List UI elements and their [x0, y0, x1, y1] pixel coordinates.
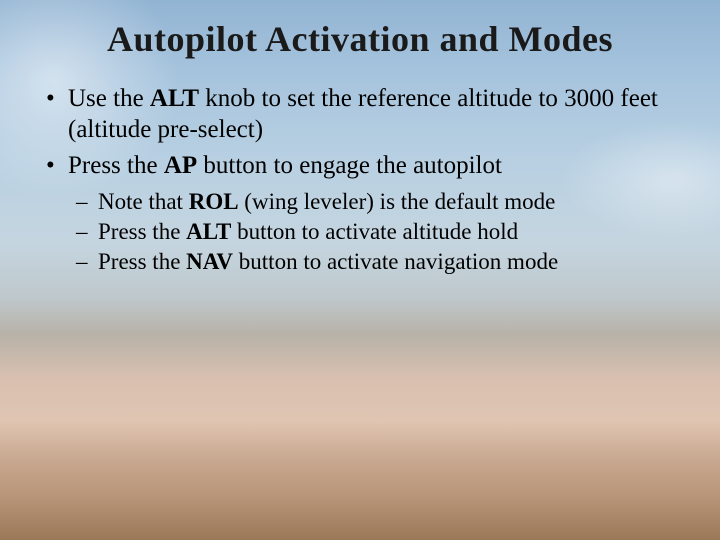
sub-bullet-item: Press the ALT button to activate altitud… [76, 218, 680, 246]
sub-text-rest: (wing leveler) is the default mode [239, 189, 556, 214]
sub-text-bold: ROL [189, 189, 239, 214]
sub-text-bold: NAV [186, 249, 233, 274]
sub-bullet-item: Note that ROL (wing leveler) is the defa… [76, 188, 680, 216]
sub-text-prefix: Note that [98, 189, 189, 214]
bullet-item: Press the AP button to engage the autopi… [40, 151, 680, 276]
bullet-text-prefix: Press the [68, 152, 164, 179]
sub-text-prefix: Press the [98, 249, 186, 274]
sub-bullet-item: Press the NAV button to activate navigat… [76, 248, 680, 276]
sub-bullet-list: Note that ROL (wing leveler) is the defa… [76, 188, 680, 276]
bullet-item: Use the ALT knob to set the reference al… [40, 84, 680, 145]
sub-text-rest: button to activate navigation mode [233, 249, 558, 274]
bullet-text-bold: AP [164, 152, 197, 179]
bullet-text-prefix: Use the [68, 85, 150, 112]
bullet-list: Use the ALT knob to set the reference al… [40, 84, 680, 276]
slide-title: Autopilot Activation and Modes [40, 18, 680, 60]
bullet-text-bold: ALT [150, 85, 199, 112]
sub-text-bold: ALT [186, 219, 231, 244]
sub-text-rest: button to activate altitude hold [231, 219, 518, 244]
slide-container: Autopilot Activation and Modes Use the A… [0, 0, 720, 540]
bullet-text-rest: button to engage the autopilot [197, 152, 502, 179]
sub-text-prefix: Press the [98, 219, 186, 244]
